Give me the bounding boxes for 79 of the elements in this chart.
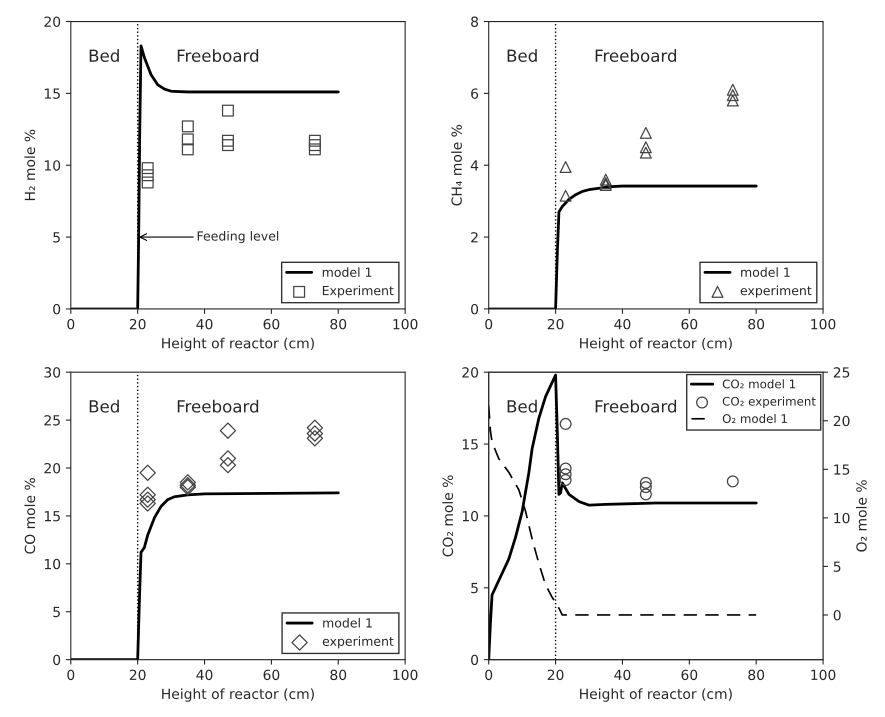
legend-label: model 1: [323, 618, 372, 628]
y-tick-label: 6: [471, 88, 478, 99]
y2-tick-label: 20: [834, 416, 850, 426]
x-tick-label: 0: [485, 670, 492, 680]
y2-tick-label: 5: [834, 562, 840, 572]
x-tick-label: 80: [748, 318, 764, 330]
y-axis-title: CO₂ mole %: [442, 475, 454, 556]
x-tick-label: 0: [67, 670, 74, 680]
annotation: Bed: [90, 400, 119, 413]
x-tick-label: 20: [130, 318, 146, 330]
y-tick-label: 20: [44, 462, 60, 474]
y-tick-label: 0: [471, 304, 478, 314]
y-tick-label: 15: [462, 439, 478, 450]
annotation: Feeding level: [198, 231, 278, 244]
x-tick-label: 40: [614, 318, 630, 330]
legend-label: CO₂ model 1: [722, 379, 796, 388]
annotation: Freeboard: [596, 400, 676, 413]
x-tick-label: 20: [548, 670, 564, 680]
y-tick-label: 20: [44, 16, 60, 27]
x-axis-title: Height of reactor (cm): [162, 688, 314, 702]
y-tick-label: 4: [470, 160, 478, 171]
y-tick-label: 8: [471, 16, 478, 27]
x-tick-label: 40: [614, 670, 630, 680]
y-tick-label: 20: [462, 367, 478, 378]
x-axis-title: Height of reactor (cm): [580, 688, 732, 702]
annotation: Bed: [90, 49, 119, 62]
x-tick-label: 100: [393, 318, 418, 330]
annotation: Freeboard: [178, 49, 258, 62]
x-axis-title: Height of reactor (cm): [580, 338, 732, 352]
x-tick-label: 80: [330, 318, 346, 330]
legend-label: Experiment: [322, 286, 394, 298]
x-tick-label: 100: [811, 670, 836, 680]
legend-label: CO₂ experiment: [722, 396, 816, 408]
y-tick-label: 15: [44, 88, 60, 99]
y-tick-label: 15: [44, 511, 60, 522]
annotation: Freeboard: [178, 400, 258, 413]
y-tick-label: 0: [471, 654, 478, 666]
x-tick-label: 80: [748, 670, 764, 680]
x-tick-label: 40: [196, 318, 212, 330]
x-tick-label: 100: [393, 670, 418, 680]
x-tick-label: 60: [264, 318, 280, 330]
y2-tick-label: 15: [834, 464, 850, 475]
y-tick-label: 10: [462, 510, 478, 522]
legend-label: O₂ model 1: [722, 414, 787, 424]
annotation: Bed: [508, 400, 537, 413]
legend-label: experiment: [740, 286, 812, 298]
y-tick-label: 30: [44, 367, 60, 378]
legend-label: model 1: [322, 267, 372, 277]
y-axis-title: CH₄ mole %: [451, 124, 462, 206]
annotation: Bed: [508, 49, 537, 62]
legend-label: experiment: [322, 636, 394, 648]
x-tick-label: 100: [811, 318, 836, 330]
x-axis-title: Height of reactor (cm): [162, 338, 314, 352]
y-axis-title: H₂ mole %: [24, 130, 36, 200]
y2-tick-label: 0: [834, 610, 841, 620]
x-tick-label: 60: [681, 670, 698, 680]
y-tick-label: 5: [53, 232, 60, 243]
y-tick-label: 5: [471, 582, 478, 594]
y-tick-label: 5: [53, 606, 60, 618]
y-tick-label: 0: [53, 304, 60, 314]
y2-axis-title: O₂ mole %: [856, 480, 867, 552]
x-tick-label: 20: [130, 670, 146, 680]
y2-tick-label: 25: [834, 367, 850, 378]
x-tick-label: 0: [485, 318, 492, 330]
annotation: Freeboard: [596, 49, 676, 62]
y-tick-label: 10: [44, 558, 60, 570]
legend-label: model 1: [741, 267, 790, 277]
x-tick-label: 20: [548, 318, 564, 330]
x-tick-label: 80: [330, 670, 346, 680]
x-tick-label: 0: [67, 318, 74, 330]
y-tick-label: 0: [53, 654, 60, 666]
y2-tick-label: 10: [834, 512, 850, 524]
x-tick-label: 60: [681, 318, 698, 330]
x-tick-label: 40: [196, 670, 212, 680]
y-tick-label: 10: [44, 160, 60, 171]
y-axis-title: CO mole %: [24, 478, 36, 554]
y-tick-label: 25: [44, 415, 60, 426]
x-tick-label: 60: [264, 670, 280, 680]
y-tick-label: 2: [471, 232, 478, 242]
